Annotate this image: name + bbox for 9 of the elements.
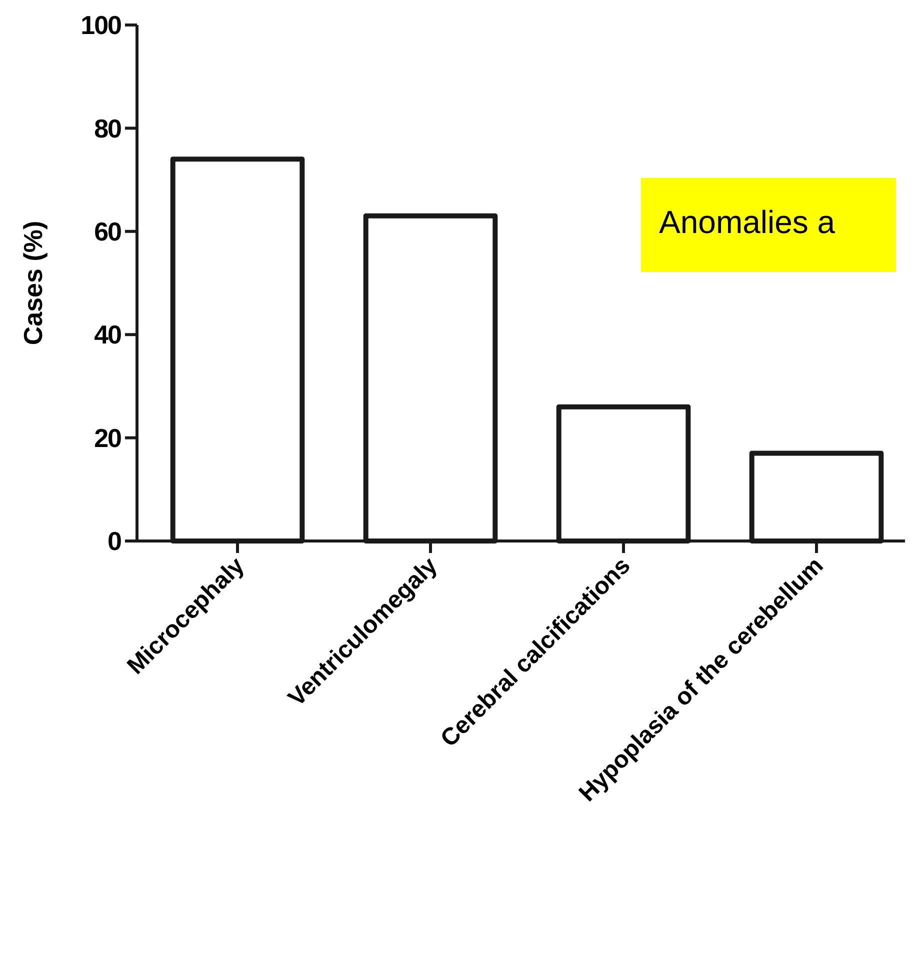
y-tick-label: 100	[80, 10, 122, 40]
y-axis-title: Cases (%)	[18, 220, 48, 346]
y-tick-label: 40	[94, 320, 122, 350]
annotation: Anomalies a	[659, 204, 836, 240]
y-tick-label: 80	[94, 113, 122, 144]
y-tick-label: 20	[94, 422, 122, 453]
note-box: Anomalies a	[641, 178, 896, 272]
y-tick-label: 60	[94, 216, 122, 246]
y-tick-label: 0	[108, 526, 122, 556]
